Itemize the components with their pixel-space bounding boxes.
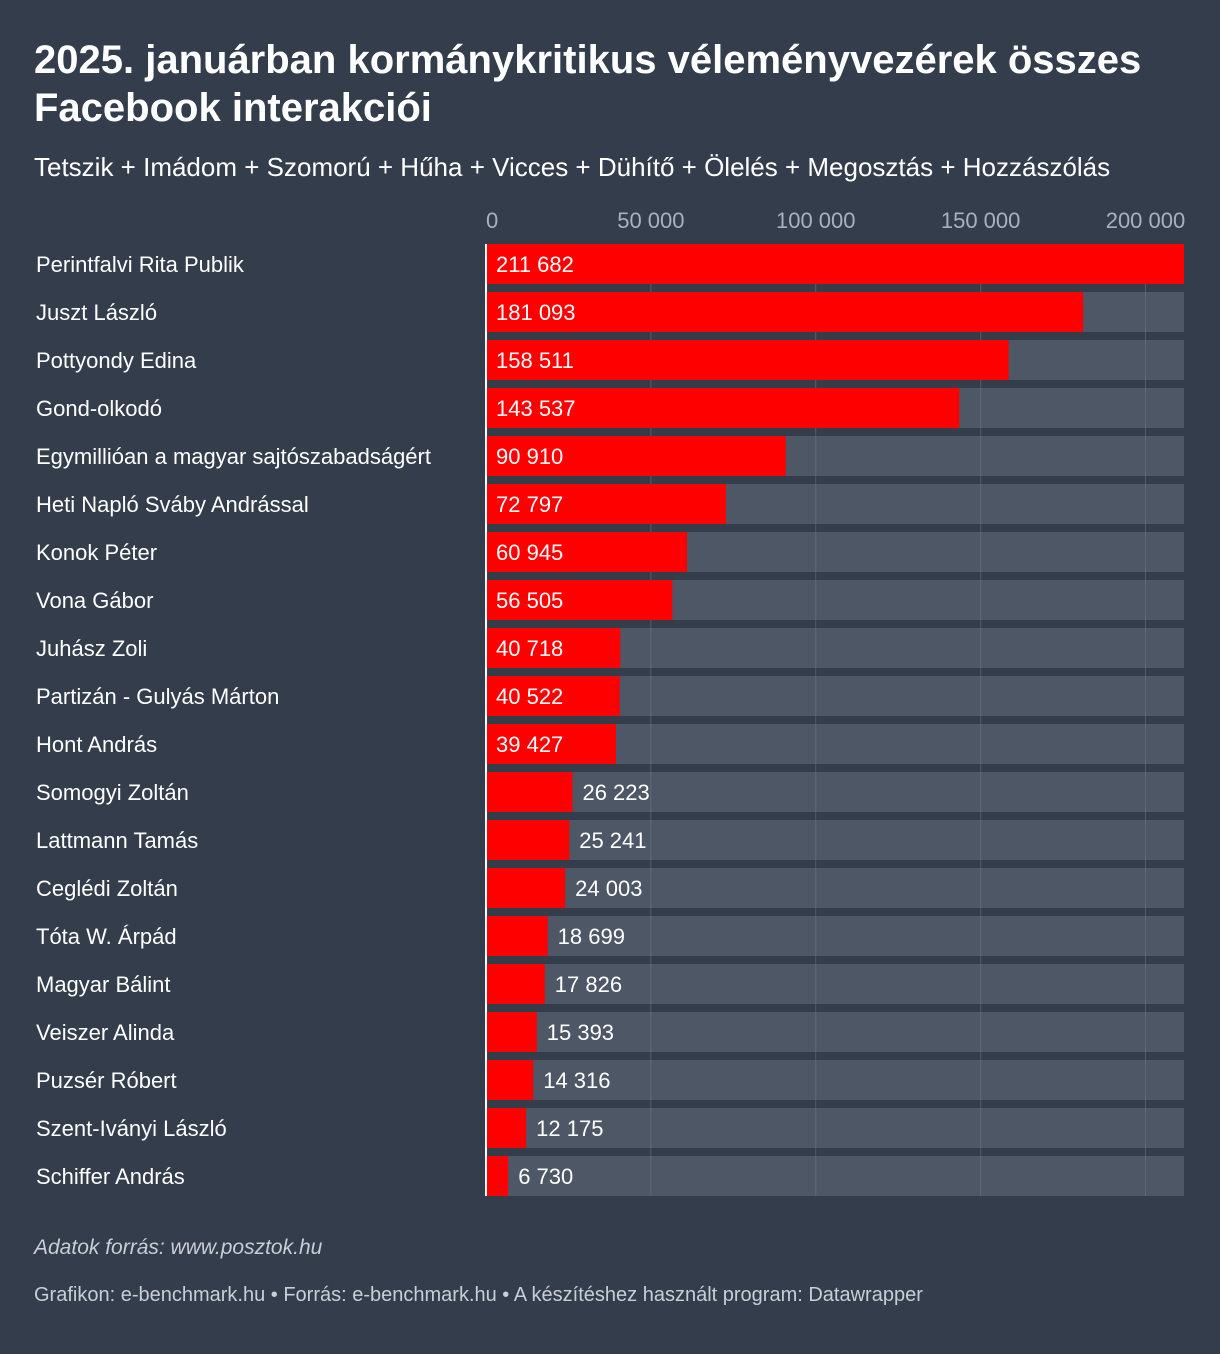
x-tick-label: 150 000	[941, 208, 1021, 233]
bar	[486, 292, 1084, 332]
bar	[486, 628, 621, 668]
value-label: 18 699	[558, 924, 625, 949]
x-tick-label: 0	[486, 208, 498, 233]
category-label: Szent-Iványi László	[36, 1116, 227, 1141]
category-label: Pottyondy Edina	[36, 348, 197, 373]
category-label: Konok Péter	[36, 540, 157, 565]
bar-track	[486, 1012, 1184, 1052]
bar	[486, 484, 727, 524]
value-label: 56 505	[496, 588, 563, 613]
bar	[486, 868, 566, 908]
bar	[486, 676, 620, 716]
value-label: 24 003	[575, 876, 642, 901]
bar	[486, 820, 570, 860]
bar-track	[486, 1156, 1184, 1196]
value-label: 40 522	[496, 684, 563, 709]
bar	[486, 1060, 534, 1100]
bar	[486, 1012, 537, 1052]
bar	[486, 916, 548, 956]
value-label: 181 093	[496, 300, 576, 325]
value-label: 158 511	[496, 348, 574, 373]
bar	[486, 436, 786, 476]
value-label: 15 393	[547, 1020, 614, 1045]
category-label: Vona Gábor	[36, 588, 153, 613]
data-source-note: Adatok forrás: www.posztok.hu	[34, 1236, 323, 1259]
bar-track	[486, 820, 1184, 860]
category-label: Perintfalvi Rita Publik	[36, 252, 245, 277]
category-label: Gond-olkodó	[36, 396, 162, 421]
category-label: Veiszer Alinda	[36, 1020, 175, 1045]
bar	[486, 388, 960, 428]
value-label: 39 427	[496, 732, 563, 757]
category-label: Tóta W. Árpád	[36, 924, 177, 949]
category-label: Somogyi Zoltán	[36, 780, 189, 805]
value-label: 143 537	[496, 396, 576, 421]
value-label: 25 241	[579, 828, 646, 853]
category-label: Partizán - Gulyás Márton	[36, 684, 279, 709]
value-label: 90 910	[496, 444, 563, 469]
value-label: 6 730	[518, 1164, 573, 1189]
category-label: Ceglédi Zoltán	[36, 876, 178, 901]
value-label: 14 316	[543, 1068, 610, 1093]
category-label: Juszt László	[36, 300, 157, 325]
bar-track	[486, 868, 1184, 908]
bar	[486, 244, 1184, 284]
bar	[486, 340, 1009, 380]
bar-track	[486, 772, 1184, 812]
bar	[486, 772, 573, 812]
bar-track	[486, 1108, 1184, 1148]
bar-track	[486, 916, 1184, 956]
category-label: Heti Napló Sváby Andrással	[36, 492, 309, 517]
category-label: Schiffer András	[36, 1164, 185, 1189]
value-label: 12 175	[536, 1116, 603, 1141]
x-tick-label: 200 000	[1106, 208, 1186, 233]
bar	[486, 580, 673, 620]
x-tick-label: 100 000	[776, 208, 856, 233]
category-label: Juhász Zoli	[36, 636, 147, 661]
bar	[486, 532, 687, 572]
category-label: Lattmann Tamás	[36, 828, 198, 853]
bar-track	[486, 964, 1184, 1004]
bar	[486, 1108, 527, 1148]
chart-subtitle: Tetszik + Imádom + Szomorú + Hűha + Vicc…	[34, 152, 1111, 182]
value-label: 40 718	[496, 636, 563, 661]
chart-title: 2025. januárban kormánykritikus vélemény…	[34, 38, 1142, 130]
value-label: 72 797	[496, 492, 563, 517]
x-tick-label: 50 000	[617, 208, 684, 233]
chart-footer: Grafikon: e-benchmark.hu • Forrás: e-ben…	[34, 1284, 923, 1306]
value-label: 60 945	[496, 540, 563, 565]
bar	[486, 964, 545, 1004]
value-label: 26 223	[582, 780, 649, 805]
bar	[486, 724, 617, 764]
value-label: 211 682	[496, 252, 574, 277]
category-label: Puzsér Róbert	[36, 1068, 177, 1093]
category-label: Egymillióan a magyar sajtószabadságért	[36, 444, 431, 469]
bar	[486, 1156, 509, 1196]
bar-track	[486, 1060, 1184, 1100]
category-label: Magyar Bálint	[36, 972, 171, 997]
category-label: Hont András	[36, 732, 157, 757]
bar-chart: 0 50 000 100 000 150 000 200 000 Perintfalvi …	[36, 208, 1186, 1196]
value-label: 17 826	[555, 972, 622, 997]
